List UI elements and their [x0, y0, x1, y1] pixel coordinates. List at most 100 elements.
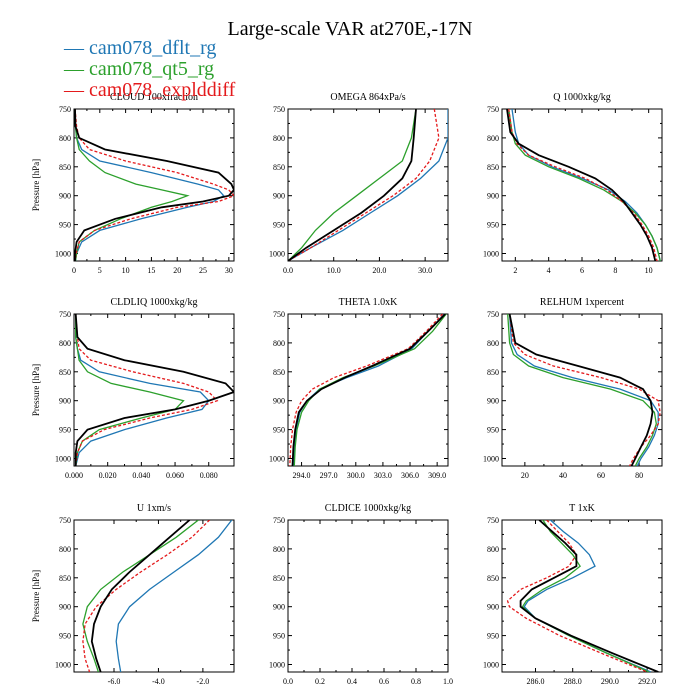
series-line: [74, 109, 234, 261]
y-tick-label: 750: [59, 516, 71, 525]
x-tick-label: 20: [521, 471, 529, 480]
y-tick-label: 800: [59, 134, 71, 143]
panel-title: RELHUM 1xpercent: [540, 297, 624, 308]
x-tick-label: 4: [547, 266, 551, 275]
series-line: [288, 109, 417, 261]
y-tick-label: 850: [487, 368, 499, 377]
chart-panel: OMEGA 864xPa/s 750 800 850 900 950 1000 0.0 10.0…: [269, 92, 449, 275]
figure-title: Large-scale VAR at270E,-17N: [227, 18, 473, 40]
legend-marker: —: [64, 79, 84, 101]
panel-title: CLOUD 100xfraction: [110, 92, 198, 103]
series-line: [75, 314, 219, 466]
x-tick-label: -2.0: [197, 677, 210, 686]
series-line: [90, 520, 191, 672]
x-tick-label: 20: [173, 266, 181, 275]
chart-panel: RELHUM 1xpercent 750 800 850 900 950 1000 20 40 6…: [483, 297, 663, 480]
x-tick-label: 20.0: [372, 266, 386, 275]
x-tick-label: 0: [72, 266, 76, 275]
x-tick-label: 0.000: [65, 471, 83, 480]
x-tick-label: 300.0: [347, 471, 365, 480]
y-tick-label: 900: [487, 397, 499, 406]
y-tick-label: 950: [273, 632, 285, 641]
y-tick-label: 1000: [55, 454, 71, 463]
x-tick-label: 0.4: [347, 677, 357, 686]
y-tick-label: 950: [487, 632, 499, 641]
legend-entry: — cam078_explddiff: [64, 80, 235, 101]
series-line: [288, 109, 448, 261]
plot-frame: [501, 519, 663, 673]
x-tick-label: 80: [635, 471, 643, 480]
series-line: [506, 109, 657, 261]
y-tick-label: 750: [59, 105, 71, 114]
x-tick-label: 0.080: [200, 471, 218, 480]
y-tick-label: 950: [487, 426, 499, 435]
y-tick-label: 950: [59, 221, 71, 230]
y-tick-label: 750: [273, 105, 285, 114]
x-tick-label: 309.0: [428, 471, 446, 480]
y-tick-label: 900: [487, 603, 499, 612]
x-tick-label: 8: [613, 266, 617, 275]
panel-title: OMEGA 864xPa/s: [330, 92, 405, 103]
series-line: [507, 314, 657, 466]
y-tick-label: 800: [487, 545, 499, 554]
series-line: [293, 314, 447, 466]
series-line: [511, 109, 661, 261]
panel-title: CLDLIQ 1000xkg/kg: [111, 297, 198, 308]
y-tick-label: 850: [59, 574, 71, 583]
plot-frame: [73, 519, 235, 673]
series-line: [74, 109, 225, 261]
x-tick-label: 6: [580, 266, 584, 275]
chart-panel: CLDLIQ 1000xkg/kg 750 800 850 900 950 1000 0.00…: [31, 297, 235, 480]
x-tick-label: 60: [597, 471, 605, 480]
y-tick-label: 1000: [269, 454, 285, 463]
series-line: [508, 314, 661, 466]
plot-frame: [287, 519, 449, 673]
y-tick-label: 900: [273, 603, 285, 612]
x-tick-label: 0.0: [283, 677, 293, 686]
series-line: [74, 109, 190, 261]
y-tick-label: 1000: [55, 660, 71, 669]
y-tick-label: 950: [273, 426, 285, 435]
x-tick-label: 10.0: [327, 266, 341, 275]
panel-title: CLDICE 1000xkg/kg: [325, 503, 411, 514]
series-line: [523, 520, 652, 672]
y-tick-label: 850: [59, 368, 71, 377]
series-line: [519, 520, 659, 672]
chart-panel: CLDICE 1000xkg/kg 750 800 850 900 950 1000 0.0 0…: [269, 503, 453, 686]
x-tick-label: 10: [645, 266, 653, 275]
y-tick-label: 750: [487, 310, 499, 319]
legend-label: cam078_explddiff: [89, 79, 236, 101]
plot-frame: [287, 108, 449, 262]
series-line: [508, 314, 654, 466]
x-tick-label: 30: [225, 266, 233, 275]
y-tick-label: 800: [273, 545, 285, 554]
panel-title: THETA 1.0xK: [339, 297, 398, 308]
x-tick-label: 0.040: [132, 471, 150, 480]
series-line: [82, 520, 211, 672]
x-tick-label: 1.0: [443, 677, 453, 686]
x-tick-label: 30.0: [418, 266, 432, 275]
y-tick-label: 750: [59, 310, 71, 319]
y-tick-label: 850: [273, 368, 285, 377]
series-line: [74, 109, 234, 261]
y-tick-label: 1000: [483, 249, 499, 258]
y-tick-label: 1000: [269, 249, 285, 258]
x-tick-label: 40: [559, 471, 567, 480]
x-tick-label: 0.060: [166, 471, 184, 480]
y-tick-label: 750: [273, 310, 285, 319]
panel-title: Q 1000xkg/kg: [553, 92, 611, 103]
legend-entry: — cam078_qt5_rg: [64, 59, 235, 80]
y-tick-label: 850: [273, 574, 285, 583]
plot-frame: [287, 313, 449, 467]
x-tick-label: 0.020: [99, 471, 117, 480]
y-tick-label: 850: [487, 574, 499, 583]
y-tick-label: 900: [273, 397, 285, 406]
chart-panel: U 1xm/s 750 800 850 900 950 1000 -6.0 -4.0 -2.0 Pr…: [31, 503, 235, 686]
x-tick-label: 10: [122, 266, 130, 275]
y-axis-label: Pressure [hPa]: [31, 570, 41, 622]
y-tick-label: 950: [59, 632, 71, 641]
panel-title: T 1xK: [569, 503, 595, 514]
x-tick-label: 288.0: [564, 677, 582, 686]
y-tick-label: 1000: [55, 249, 71, 258]
